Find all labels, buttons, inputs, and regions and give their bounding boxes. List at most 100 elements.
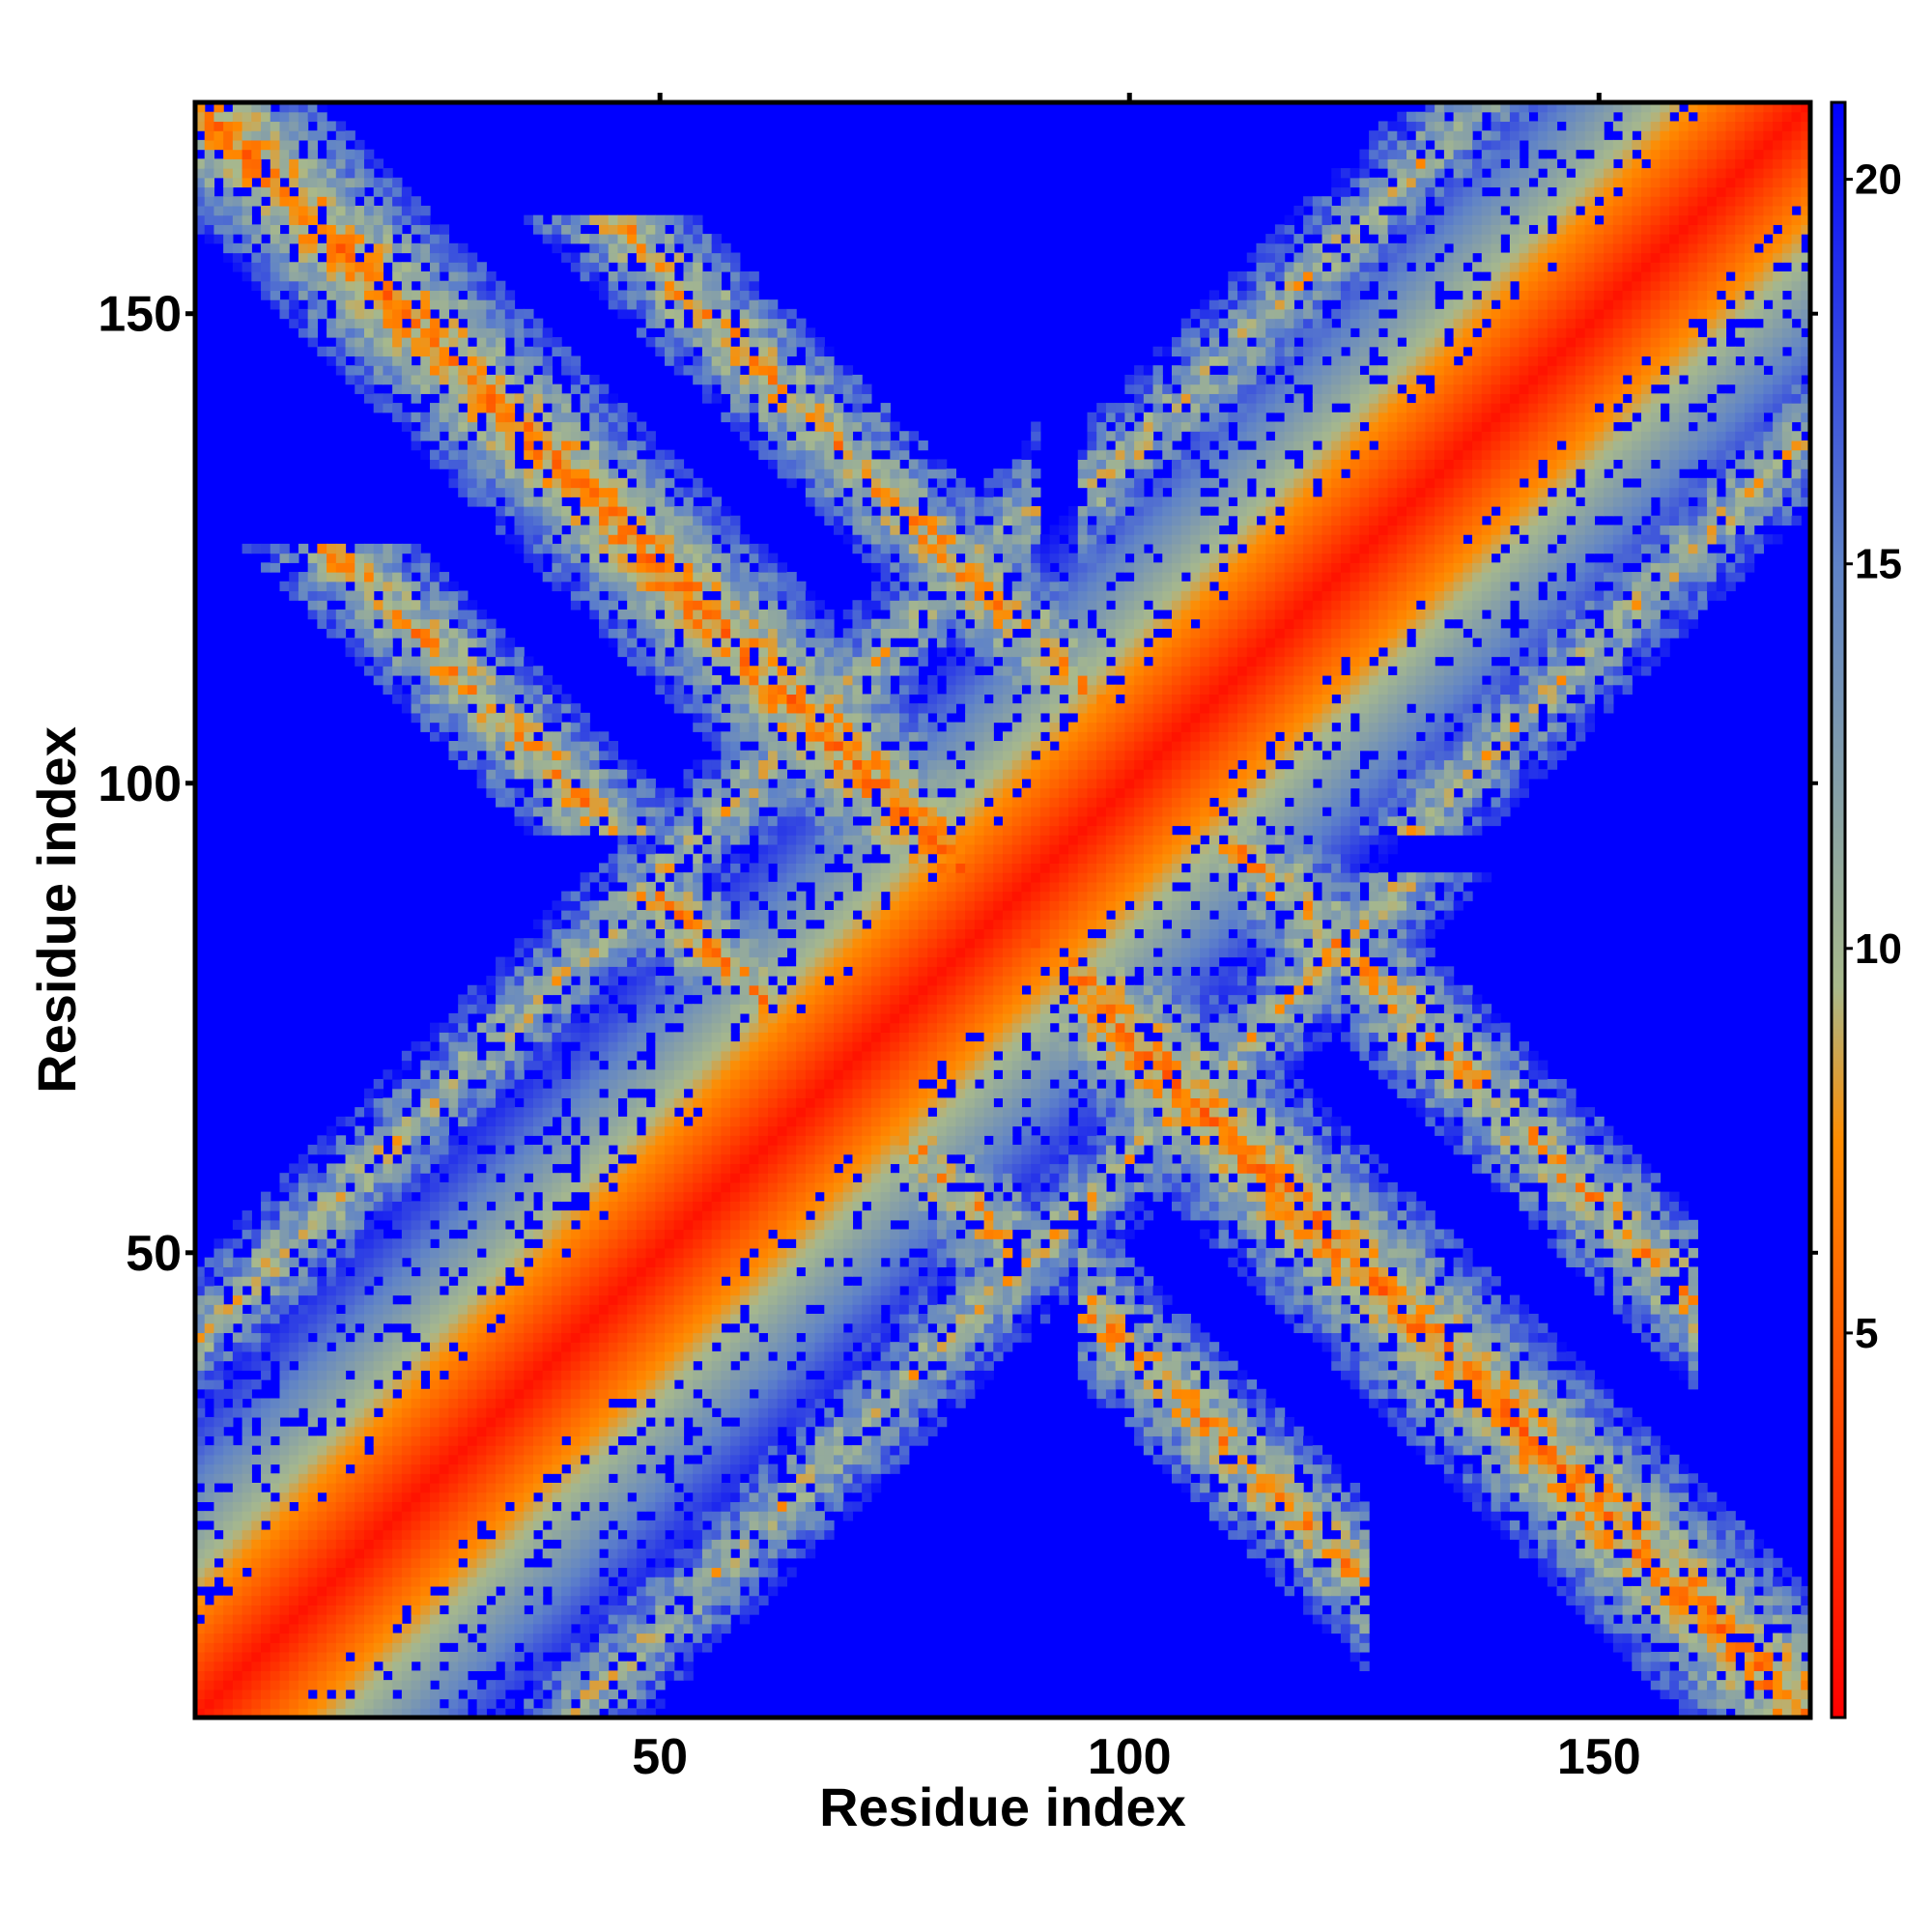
heatmap-cell [655, 572, 666, 582]
heatmap-cell [636, 1567, 647, 1577]
heatmap-cell [430, 1454, 440, 1465]
heatmap-cell [467, 1229, 478, 1239]
heatmap-cell [213, 1388, 224, 1400]
heatmap-cell [204, 224, 215, 235]
heatmap-cell [261, 102, 271, 113]
heatmap-cell [373, 581, 384, 592]
heatmap-cell [392, 553, 403, 563]
heatmap-cell [552, 1276, 562, 1287]
heatmap-cell [627, 1539, 638, 1549]
heatmap-cell [496, 1238, 506, 1249]
heatmap-cell [608, 1614, 619, 1625]
heatmap-cell [665, 1257, 675, 1267]
heatmap-cell [496, 994, 506, 1005]
heatmap-cell [617, 1191, 628, 1202]
heatmap-cell [589, 1482, 600, 1493]
heatmap-cell [504, 1210, 516, 1221]
heatmap-cell [420, 1492, 431, 1503]
heatmap-cell [401, 1689, 412, 1700]
heatmap-cell [279, 270, 290, 282]
heatmap-cell [486, 1689, 497, 1700]
heatmap-cell [204, 1492, 215, 1503]
heatmap-cell [401, 421, 412, 432]
heatmap-cell [524, 694, 534, 704]
heatmap-cell [655, 797, 666, 808]
heatmap-cell [383, 1539, 393, 1549]
heatmap-cell [524, 1520, 534, 1531]
heatmap-cell [655, 1210, 666, 1221]
heatmap-cell [458, 741, 469, 752]
heatmap-cell [355, 346, 365, 357]
heatmap-cell [514, 1370, 525, 1380]
heatmap-cell [279, 553, 290, 563]
heatmap-cell [655, 1595, 666, 1605]
heatmap-cell [476, 1332, 487, 1343]
heatmap-cell [476, 1614, 487, 1625]
heatmap-cell [448, 1181, 459, 1193]
heatmap-cell [627, 1379, 638, 1390]
heatmap-cell [589, 487, 600, 497]
heatmap-cell [317, 600, 327, 611]
heatmap-cell [355, 327, 365, 338]
heatmap-cell [439, 1163, 450, 1174]
heatmap-cell [496, 355, 506, 366]
heatmap-cell [270, 1633, 281, 1643]
heatmap-cell [561, 1219, 572, 1231]
heatmap-cell [514, 1173, 525, 1183]
heatmap-cell [213, 1238, 224, 1249]
heatmap-cell [542, 440, 553, 451]
heatmap-cell [504, 1314, 516, 1324]
heatmap-cell [430, 1022, 440, 1033]
heatmap-cell [524, 1332, 534, 1343]
heatmap-cell [298, 1229, 309, 1239]
heatmap-cell [430, 1623, 440, 1634]
heatmap-cell [430, 262, 440, 272]
heatmap-cell [552, 543, 562, 554]
heatmap-cell [195, 102, 206, 113]
heatmap-cell [645, 1651, 656, 1662]
heatmap-cell [486, 731, 497, 742]
heatmap-cell [655, 863, 666, 873]
heatmap-cell [458, 1050, 469, 1062]
heatmap-cell [307, 1257, 318, 1267]
heatmap-cell [532, 337, 544, 348]
heatmap-cell [355, 628, 365, 639]
heatmap-cell [496, 1416, 506, 1428]
heatmap-cell [655, 1332, 666, 1343]
heatmap-cell [430, 1125, 440, 1136]
heatmap-cell [392, 628, 403, 639]
heatmap-cell [458, 600, 469, 611]
heatmap-cell [599, 224, 610, 235]
heatmap-cell [439, 1398, 450, 1408]
heatmap-cell [570, 787, 582, 798]
heatmap-cell [458, 994, 469, 1005]
heatmap-cell [627, 1247, 638, 1259]
heatmap-cell [608, 928, 619, 939]
heatmap-cell [496, 1539, 506, 1549]
heatmap-cell [355, 242, 365, 254]
heatmap-cell [279, 205, 290, 216]
heatmap-cell [617, 1125, 628, 1136]
heatmap-cell [524, 1463, 534, 1474]
heatmap-cell [627, 1257, 638, 1267]
heatmap-cell [317, 1314, 327, 1324]
heatmap-cell [524, 1539, 534, 1549]
heatmap-cell [486, 694, 497, 704]
heatmap-cell [524, 807, 534, 817]
heatmap-cell [298, 543, 309, 554]
heatmap-cell [504, 1370, 516, 1380]
heatmap-cell [448, 1416, 459, 1428]
heatmap-cell [476, 1501, 487, 1512]
heatmap-cell [599, 731, 610, 742]
heatmap-cell [420, 421, 431, 432]
heatmap-cell [373, 656, 384, 667]
heatmap-cell [570, 994, 582, 1005]
heatmap-cell [448, 1539, 459, 1549]
heatmap-cell [599, 1257, 610, 1267]
heatmap-cell [496, 449, 506, 460]
heatmap-cell [599, 1633, 610, 1643]
heatmap-cell [486, 374, 497, 385]
heatmap-cell [411, 242, 421, 254]
heatmap-cell [448, 459, 459, 469]
heatmap-cell [307, 590, 318, 601]
